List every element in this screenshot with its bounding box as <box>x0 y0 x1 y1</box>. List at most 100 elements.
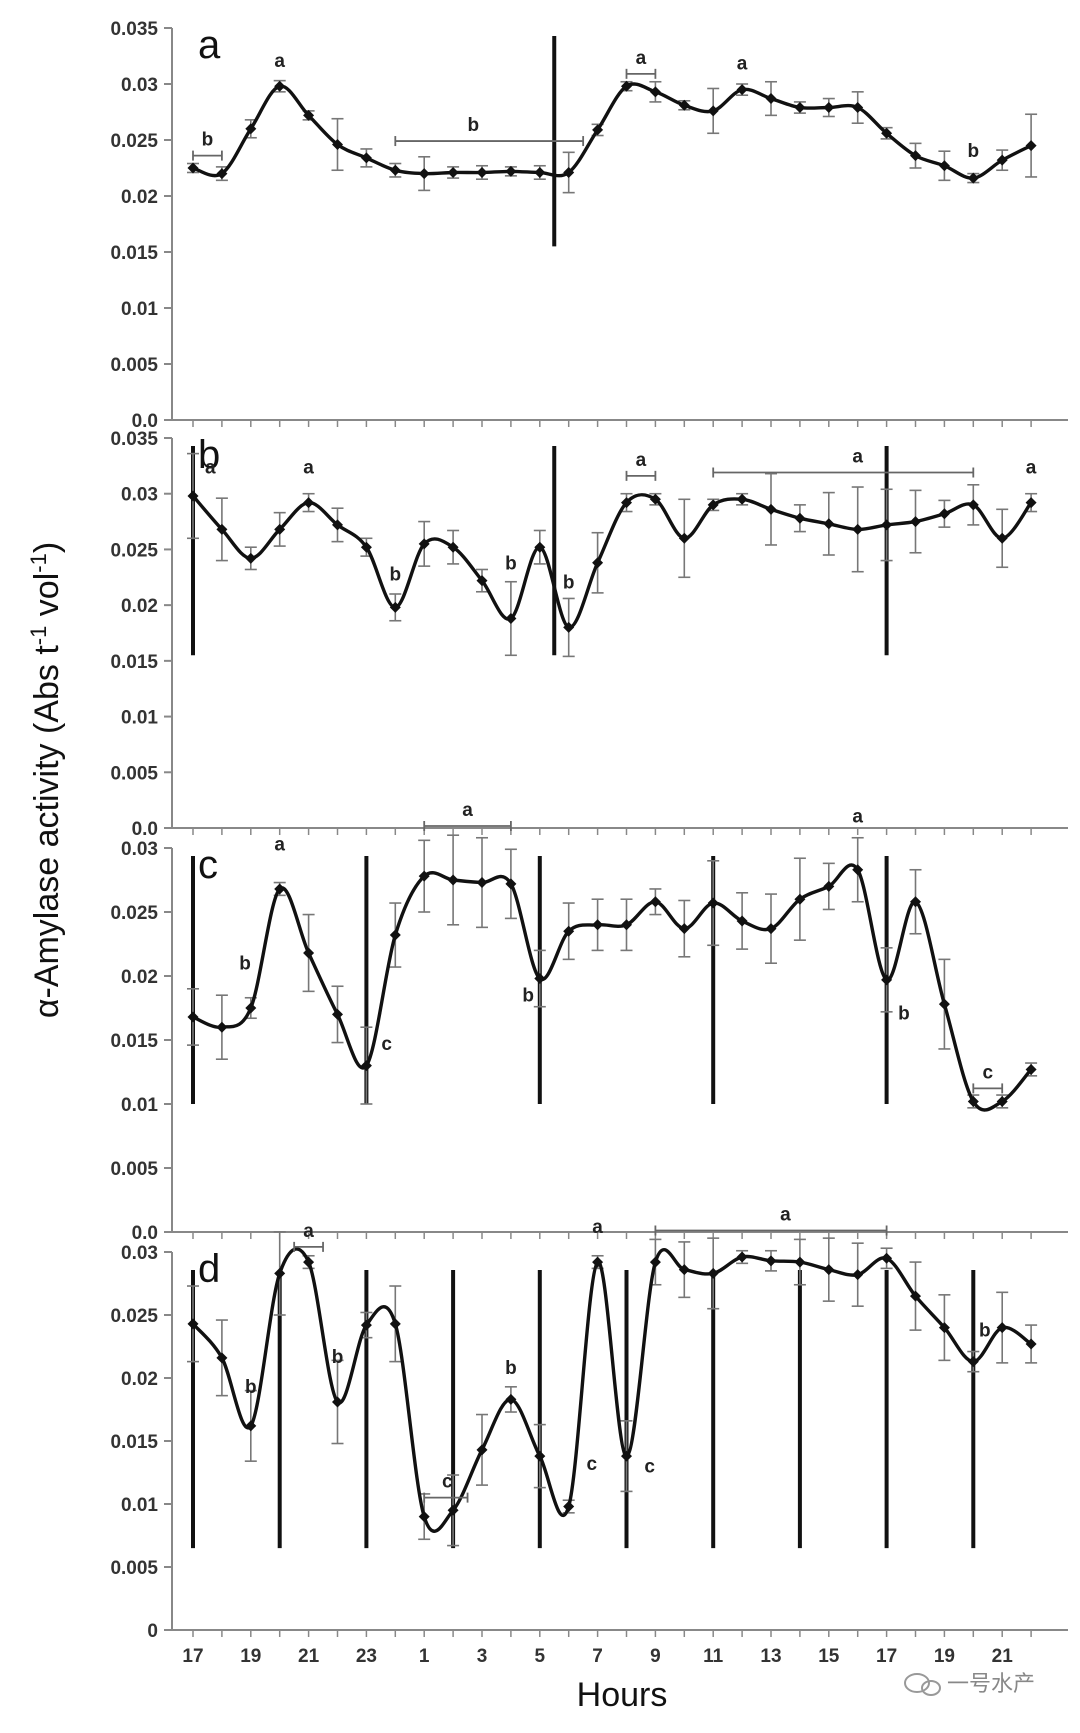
data-point <box>592 124 604 136</box>
data-point <box>216 168 228 180</box>
data-point <box>303 947 315 959</box>
data-point <box>592 557 604 569</box>
watermark: 一号水产 <box>904 1672 1035 1697</box>
data-point <box>852 523 864 535</box>
significance-label: b <box>389 565 401 586</box>
x-tick-label: 7 <box>592 1646 603 1667</box>
data-point <box>649 896 661 908</box>
y-tick-label: 0.035 <box>110 19 158 40</box>
data-point <box>823 102 835 114</box>
y-axis-title: α-Amylase activity (Abs t-1 vol-1) <box>26 542 67 1018</box>
data-point <box>765 93 777 105</box>
data-point <box>476 575 488 587</box>
data-point <box>360 541 372 553</box>
data-point <box>303 1256 315 1268</box>
data-point <box>534 541 546 553</box>
y-tick-label: 0.01 <box>121 1095 158 1116</box>
data-point <box>418 1511 430 1523</box>
significance-label: a <box>852 447 863 468</box>
y-tick-label: 0.0 <box>132 1223 158 1244</box>
y-tick-label: 0.03 <box>121 75 158 96</box>
significance-label: b <box>563 572 575 593</box>
data-point <box>534 1450 546 1462</box>
data-point <box>592 1256 604 1268</box>
data-point <box>303 497 315 509</box>
data-point <box>823 1264 835 1276</box>
panel-letter: a <box>198 23 221 67</box>
data-point <box>707 1267 719 1279</box>
data-point <box>678 923 690 935</box>
data-point <box>736 493 748 505</box>
y-tick-label: 0.005 <box>110 1159 158 1180</box>
y-tick-label: 0.015 <box>110 1432 158 1453</box>
data-point <box>910 896 921 908</box>
data-point <box>765 923 777 935</box>
data-point <box>678 532 690 544</box>
significance-label: a <box>780 1205 791 1226</box>
x-tick-label: 21 <box>992 1646 1014 1667</box>
data-point <box>332 138 343 150</box>
significance-label: b <box>979 1320 991 1341</box>
panel-c: 0.03 0.025 0.02 0.015 0.01 0.005 0.0 c b a c a b a b c <box>110 800 1068 1244</box>
data-point <box>389 929 401 941</box>
data-point <box>1025 1338 1037 1350</box>
y-tick-label: 0.035 <box>110 429 158 450</box>
x-tick-label: 17 <box>876 1646 897 1667</box>
significance-label: b <box>522 986 534 1007</box>
y-tick-label: 0.02 <box>121 187 158 208</box>
x-tick-label: 23 <box>356 1646 377 1667</box>
data-point <box>621 497 632 509</box>
data-point <box>621 1450 632 1462</box>
data-point <box>736 915 748 927</box>
significance-label: c <box>442 1472 453 1493</box>
data-point <box>910 1290 921 1302</box>
data-point <box>476 166 488 178</box>
x-tick-label: 1 <box>419 1646 430 1667</box>
data-point <box>678 99 690 111</box>
data-point <box>245 123 257 135</box>
y-tick-label: 0.02 <box>121 967 158 988</box>
data-point <box>881 127 893 139</box>
chart-panels: 0.0350.030.0250.020.0150.010.0050.0ababa… <box>110 19 1068 1667</box>
data-point <box>534 973 546 985</box>
y-tick-label: 0.005 <box>110 763 158 784</box>
data-point <box>274 1267 286 1279</box>
data-point <box>621 919 632 931</box>
data-point <box>418 870 430 882</box>
data-point <box>967 1356 979 1368</box>
data-point <box>794 1256 806 1268</box>
y-tick-label: 0.03 <box>121 1243 158 1264</box>
data-point <box>216 1352 228 1364</box>
data-point <box>881 974 893 986</box>
y-tick-label: 0.01 <box>121 708 158 729</box>
data-point <box>1025 140 1037 152</box>
significance-label: b <box>505 553 517 574</box>
series-line <box>192 863 1033 1112</box>
data-point <box>996 154 1008 166</box>
data-point <box>938 160 950 172</box>
x-tick-label: 11 <box>703 1646 724 1667</box>
x-tick-label: 3 <box>477 1646 488 1667</box>
data-point <box>649 1256 661 1268</box>
data-point <box>534 166 546 178</box>
data-point <box>447 1504 459 1516</box>
significance-label: b <box>202 130 214 151</box>
data-point <box>967 172 979 184</box>
data-point <box>187 162 199 174</box>
data-point <box>852 864 864 876</box>
significance-label: a <box>205 458 216 479</box>
panel-letter: c <box>198 843 218 887</box>
data-point <box>563 1501 575 1513</box>
significance-label: c <box>644 1457 655 1478</box>
data-point <box>1025 497 1037 509</box>
data-point <box>505 1393 517 1405</box>
significance-label: a <box>636 450 647 471</box>
significance-label: b <box>245 1377 257 1398</box>
x-tick-label: 19 <box>240 1646 261 1667</box>
y-tick-label: 0.0 <box>132 819 158 840</box>
significance-label: b <box>468 115 480 136</box>
significance-label: a <box>737 53 748 74</box>
x-tick-label: 9 <box>650 1646 661 1667</box>
